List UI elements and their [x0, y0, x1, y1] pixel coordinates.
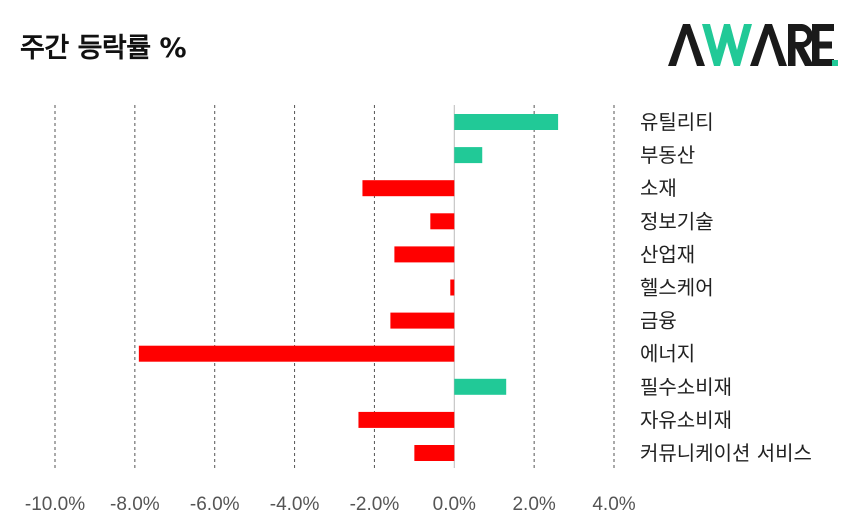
- category-label: 산업재: [640, 242, 695, 266]
- bar: [414, 445, 455, 461]
- logo-letter-e: [812, 24, 834, 66]
- bar: [430, 213, 455, 230]
- bar: [454, 378, 507, 395]
- category-label: 유틸리티: [640, 110, 714, 134]
- category-label: 부동산: [640, 143, 695, 167]
- bar: [454, 147, 483, 164]
- x-tick-label: 2.0%: [512, 494, 555, 515]
- category-label: 정보기술: [640, 209, 714, 233]
- x-tick-labels: -10.0% -8.0% -6.0% -4.0% -2.0% 0.0% 2.0% 4.0%: [25, 494, 636, 515]
- logo-letter-a2: [750, 24, 787, 66]
- category-label: 필수소비재: [640, 375, 732, 399]
- bar: [138, 345, 455, 362]
- grid-lines: [54, 105, 615, 468]
- category-label: 에너지: [640, 342, 695, 366]
- x-tick-label: -8.0%: [110, 494, 160, 515]
- bar: [454, 114, 559, 130]
- x-tick-label: -10.0%: [25, 494, 85, 515]
- chart-title: 주간 등락률 %: [20, 33, 187, 64]
- category-label: 자유소비재: [640, 408, 732, 432]
- logo-letter-a: [668, 24, 705, 66]
- x-tick-label: 0.0%: [433, 494, 476, 515]
- logo-dot: [832, 60, 838, 66]
- x-tick-label: -6.0%: [190, 494, 240, 515]
- logo-letter-w: [702, 24, 752, 66]
- category-labels: 유틸리티부동산소재정보기술산업재헬스케어금융에너지필수소비재자유소비재커뮤니케이…: [640, 110, 812, 465]
- category-label: 커뮤니케이션 서비스: [640, 441, 812, 465]
- bar: [450, 279, 455, 296]
- bars: [138, 114, 559, 461]
- category-label: 헬스케어: [640, 276, 714, 300]
- bar: [358, 411, 455, 428]
- x-tick-label: -2.0%: [350, 494, 400, 515]
- aware-logo: [666, 20, 838, 74]
- x-tick-label: -4.0%: [270, 494, 320, 515]
- bar: [394, 246, 455, 263]
- logo-letter-r: [788, 24, 814, 66]
- x-tick-label: 4.0%: [592, 494, 635, 515]
- category-label: 소재: [640, 176, 677, 200]
- category-label: 금융: [640, 309, 677, 333]
- bar: [390, 312, 455, 329]
- bar: [362, 180, 455, 197]
